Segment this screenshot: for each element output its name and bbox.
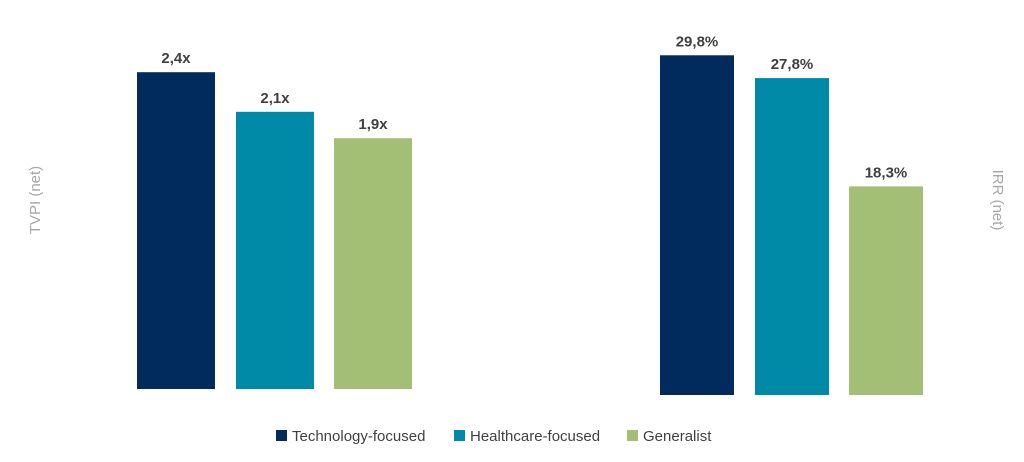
bar-value-label: 18,3% <box>865 164 908 181</box>
legend-swatch <box>276 430 287 441</box>
bar-generalist <box>334 138 412 389</box>
bar-technology-focused <box>137 72 215 389</box>
legend-swatch <box>454 430 465 441</box>
y-axis-title: TVPI (net) <box>27 166 44 234</box>
bar-generalist <box>849 186 923 395</box>
legend-swatch <box>627 430 638 441</box>
legend-label: Healthcare-focused <box>470 428 600 445</box>
bar-healthcare-focused <box>755 78 829 395</box>
legend-label: Technology-focused <box>292 428 425 445</box>
bar-technology-focused <box>660 55 734 395</box>
legend-label: Generalist <box>643 428 712 445</box>
bar-value-label: 2,4x <box>161 50 191 67</box>
legend: Technology-focused Healthcare-focused Gene… <box>276 428 712 445</box>
irr-chart: 29,8% 27,8% 18,3% IRR (net) <box>660 33 1006 395</box>
tvpi-chart: 2,4x 2,1x 1,9x TVPI (net) <box>27 50 412 390</box>
bar-value-label: 27,8% <box>771 56 814 73</box>
bar-value-label: 29,8% <box>676 33 719 50</box>
bar-healthcare-focused <box>236 111 314 390</box>
y-axis-title: IRR (net) <box>989 170 1006 231</box>
bar-value-label: 2,1x <box>260 90 290 107</box>
bar-value-label: 1,9x <box>358 116 388 133</box>
